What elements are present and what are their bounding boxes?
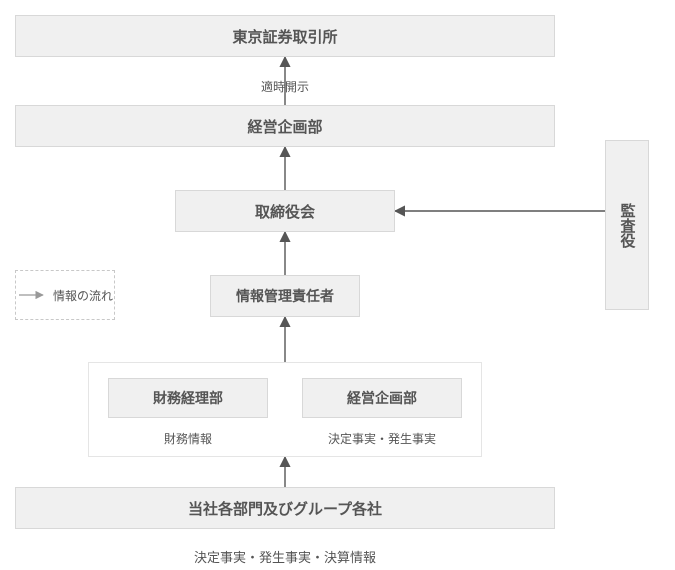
legend-label: 情報の流れ <box>53 287 113 304</box>
node-board-of-directors: 取締役会 <box>175 190 395 232</box>
legend-flow-direction: 情報の流れ <box>15 270 115 320</box>
label-timely-disclosure: 適時開示 <box>247 78 323 95</box>
node-auditor: 監査役 <box>605 140 649 310</box>
node-company-depts-group: 当社各部門及びグループ各社 <box>15 487 555 529</box>
node-corporate-planning-dept: 経営企画部 <box>15 105 555 147</box>
node-label: 監査役 <box>617 203 638 248</box>
node-finance-accounting-dept: 財務経理部 <box>108 378 268 418</box>
node-label: 財務経理部 <box>153 388 223 408</box>
label-financial-info: 財務情報 <box>138 430 238 447</box>
node-label: 東京証券取引所 <box>232 26 337 47</box>
node-label: 情報管理責任者 <box>236 286 334 306</box>
node-corporate-planning-dept-inner: 経営企画部 <box>302 378 462 418</box>
node-tokyo-stock-exchange: 東京証券取引所 <box>15 15 555 57</box>
label-decisions-events: 決定事実・発生事実 <box>312 430 452 447</box>
node-information-manager: 情報管理責任者 <box>210 275 360 317</box>
node-label: 経営企画部 <box>247 116 322 137</box>
label-bottom-caption: 決定事実・発生事実・決算情報 <box>185 547 385 566</box>
flowchart-canvas: 東京証券取引所 適時開示 経営企画部 取締役会 監査役 情報の流れ 情報管理責任… <box>0 0 675 570</box>
node-label: 当社各部門及びグループ各社 <box>188 498 382 519</box>
legend-arrow-icon <box>17 290 47 300</box>
node-label: 取締役会 <box>255 201 315 222</box>
node-label: 経営企画部 <box>347 388 417 408</box>
